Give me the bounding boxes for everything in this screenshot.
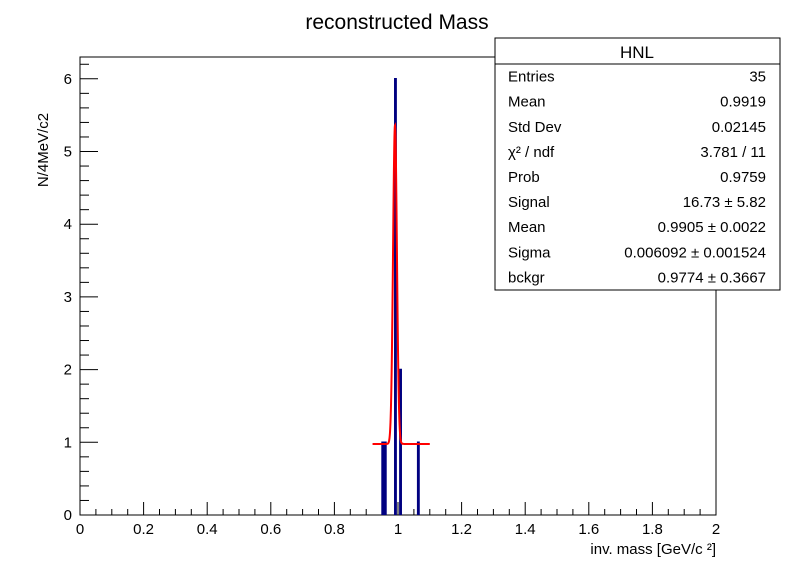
y-tick-label: 5 (64, 144, 72, 161)
stats-box: HNL Entries 35 Mean 0.9919 Std Dev 0.02145 χ² … (494, 37, 781, 291)
stats-row-value: 0.02145 (712, 119, 766, 136)
fit-curve (372, 121, 430, 445)
stats-row-value: 16.73 ± 5.82 (683, 194, 766, 211)
y-axis-label: N/4MeV/c2 (35, 113, 52, 187)
stats-row-value: 0.9905 ± 0.0022 (658, 219, 766, 236)
histogram-bin (394, 78, 397, 515)
x-tick-label: 0.8 (324, 521, 345, 538)
x-tick-label: 0 (76, 521, 84, 538)
y-tick-label: 3 (64, 289, 72, 306)
x-tick-label: 1 (394, 521, 402, 538)
y-tick-label: 1 (64, 434, 72, 451)
stats-row-label: Prob (508, 169, 540, 186)
y-tick-label: 2 (64, 362, 72, 379)
x-tick-label: 1.4 (515, 521, 536, 538)
stats-box-name: HNL (620, 43, 654, 62)
stats-row-label: Entries (508, 69, 555, 86)
stats-row-value: 0.9759 (720, 169, 766, 186)
histogram-bars (381, 78, 420, 515)
x-tick-label: 2 (712, 521, 720, 538)
x-tick-label: 0.2 (133, 521, 154, 538)
y-tick-label: 4 (64, 216, 72, 233)
stats-row-label: bckgr (508, 269, 545, 286)
x-tick-label: 1.6 (578, 521, 599, 538)
histogram-bin (381, 441, 385, 515)
x-axis: 0 0.2 0.4 0.6 0.8 1 1.2 1.4 1.6 1.8 2 (76, 502, 720, 538)
stats-row-value: 0.9774 ± 0.3667 (658, 269, 766, 286)
stats-row-value: 0.9919 (720, 94, 766, 111)
stats-row-value: 3.781 / 11 (700, 144, 766, 161)
histogram-bin (383, 441, 387, 515)
stats-row-label: Std Dev (508, 119, 562, 136)
y-tick-label: 6 (64, 71, 72, 88)
x-axis-label: inv. mass [GeV/c ²] (590, 541, 716, 558)
stats-row-value: 0.006092 ± 0.001524 (624, 244, 766, 261)
stats-row-label: Mean (508, 94, 546, 111)
y-tick-label: 0 (64, 507, 72, 524)
stats-box-frame (494, 37, 781, 291)
stats-row-label: Signal (508, 194, 550, 211)
fit-line (372, 121, 430, 445)
stats-row-value: 35 (749, 69, 766, 86)
x-tick-label: 0.4 (197, 521, 218, 538)
x-tick-label: 1.2 (451, 521, 472, 538)
stats-row-label: Mean (508, 219, 546, 236)
x-tick-label: 0.6 (260, 521, 281, 538)
chart-title: reconstructed Mass (305, 11, 488, 34)
stats-rows: Entries 35 Mean 0.9919 Std Dev 0.02145 χ² / nd… (508, 69, 766, 287)
histogram-bin (416, 441, 420, 515)
x-tick-label: 1.8 (642, 521, 663, 538)
stats-row-label: χ² / ndf (508, 144, 555, 161)
stats-row-label: Sigma (508, 244, 551, 261)
y-axis: 0 1 2 3 4 5 6 (64, 63, 98, 524)
